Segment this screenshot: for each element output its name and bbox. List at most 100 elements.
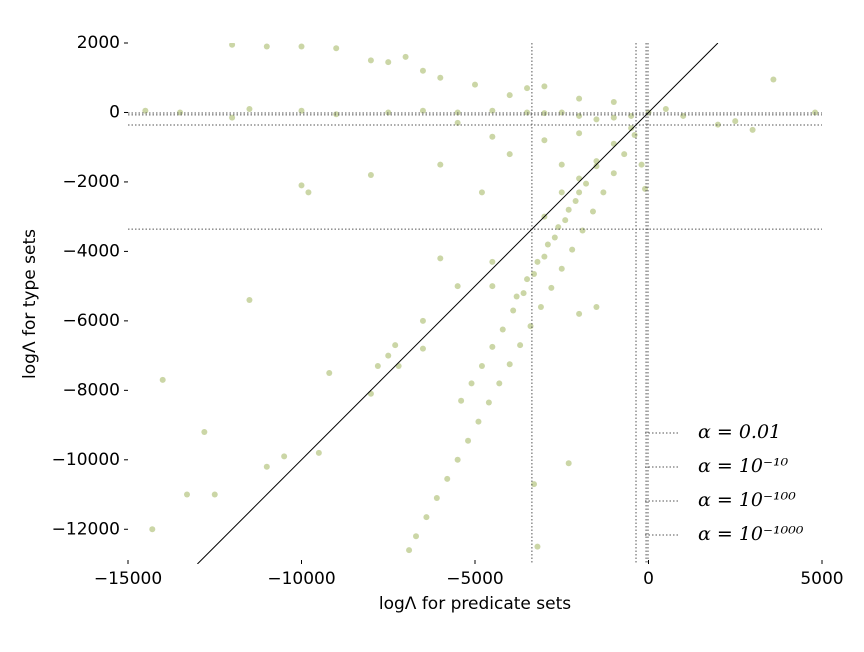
point — [576, 112, 583, 119]
point — [530, 481, 537, 488]
point — [478, 363, 485, 370]
point — [263, 43, 270, 50]
point — [558, 265, 565, 272]
point — [395, 363, 402, 370]
point — [489, 258, 496, 265]
legend-label: α = 10⁻¹⁰⁰⁰ — [698, 523, 804, 545]
point — [544, 241, 551, 248]
point — [631, 132, 638, 139]
point — [305, 189, 312, 196]
point — [419, 107, 426, 114]
point — [555, 224, 562, 231]
point — [489, 283, 496, 290]
point — [530, 270, 537, 277]
point — [524, 109, 531, 116]
point — [246, 105, 253, 112]
point — [444, 475, 451, 482]
point — [558, 109, 565, 116]
point — [326, 369, 333, 376]
y-tick-label: −12000 — [52, 519, 120, 539]
legend-label: α = 0.01 — [698, 421, 781, 443]
point — [281, 453, 288, 460]
point — [506, 151, 513, 158]
point — [534, 543, 541, 550]
point — [527, 323, 534, 330]
point — [298, 43, 305, 50]
point — [610, 140, 617, 147]
point — [628, 112, 635, 119]
point — [489, 107, 496, 114]
legend-label: α = 10⁻¹⁰ — [698, 455, 789, 477]
point — [454, 283, 461, 290]
point — [593, 116, 600, 123]
point — [496, 380, 503, 387]
x-tick-label: −5000 — [446, 569, 504, 589]
point — [506, 92, 513, 99]
y-tick-label: 0 — [109, 102, 120, 122]
point — [576, 95, 583, 102]
point — [454, 109, 461, 116]
point — [610, 99, 617, 106]
point — [551, 234, 558, 241]
point — [298, 107, 305, 114]
y-tick-label: −10000 — [52, 450, 120, 470]
point — [680, 112, 687, 119]
point — [454, 119, 461, 126]
point — [159, 376, 166, 383]
point — [149, 526, 156, 533]
point — [576, 310, 583, 317]
point — [177, 109, 184, 116]
point — [638, 161, 645, 168]
point — [374, 363, 381, 370]
point — [485, 399, 492, 406]
point — [183, 491, 190, 498]
point — [593, 303, 600, 310]
point — [541, 137, 548, 144]
point — [454, 456, 461, 463]
point — [472, 81, 478, 88]
point — [423, 514, 430, 521]
point — [298, 182, 305, 189]
point — [419, 345, 426, 352]
point — [201, 429, 208, 436]
x-tick-label: −15000 — [94, 569, 162, 589]
point — [517, 342, 524, 349]
point — [229, 114, 236, 121]
point — [229, 43, 236, 48]
point — [628, 125, 635, 132]
diagonal — [197, 43, 719, 564]
point — [437, 74, 444, 81]
point — [499, 326, 506, 333]
point — [600, 189, 607, 196]
point — [541, 83, 548, 90]
point — [510, 307, 517, 314]
point — [513, 293, 520, 300]
point — [565, 460, 572, 467]
point — [558, 189, 565, 196]
point — [437, 161, 444, 168]
point — [576, 189, 583, 196]
point — [263, 463, 270, 470]
point — [610, 170, 617, 177]
point — [506, 361, 513, 368]
point — [524, 276, 531, 283]
point — [367, 57, 374, 64]
point — [385, 59, 392, 66]
point — [465, 437, 472, 444]
point — [413, 533, 420, 540]
x-tick-label: 0 — [643, 569, 654, 589]
point — [468, 380, 475, 387]
point — [662, 105, 669, 112]
point — [572, 198, 579, 205]
point — [593, 158, 600, 165]
point — [524, 85, 531, 92]
point — [402, 53, 409, 60]
x-tick-label: −10000 — [267, 569, 335, 589]
point — [562, 217, 569, 224]
point — [246, 297, 253, 304]
plot-area — [128, 43, 822, 564]
point — [392, 342, 399, 349]
point — [211, 491, 218, 498]
point — [419, 67, 426, 74]
